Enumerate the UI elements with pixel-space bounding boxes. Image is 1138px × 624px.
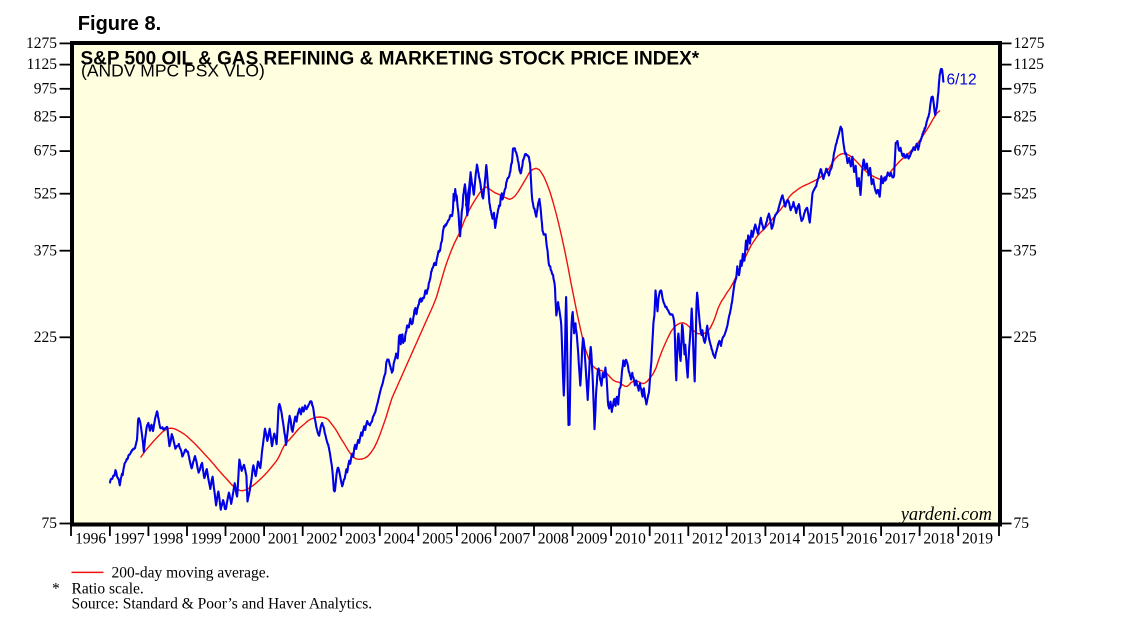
svg-text:2002: 2002 <box>306 531 337 548</box>
svg-text:975: 975 <box>1014 80 1038 97</box>
svg-text:2007: 2007 <box>499 531 530 548</box>
svg-text:2017: 2017 <box>885 531 916 548</box>
svg-text:525: 525 <box>34 185 58 202</box>
svg-text:2016: 2016 <box>846 531 877 548</box>
svg-text:*: * <box>52 581 60 598</box>
svg-text:75: 75 <box>1014 515 1030 532</box>
svg-text:yardeni.com: yardeni.com <box>899 505 992 525</box>
svg-text:Ratio scale.: Ratio scale. <box>72 581 144 598</box>
svg-text:1275: 1275 <box>26 35 57 52</box>
svg-text:200-day moving average.: 200-day moving average. <box>112 565 270 582</box>
svg-text:2011: 2011 <box>654 531 684 548</box>
svg-text:2010: 2010 <box>615 531 646 548</box>
svg-text:2018: 2018 <box>923 531 954 548</box>
svg-text:2019: 2019 <box>962 531 993 548</box>
svg-text:Source: Standard & Poor’s and: Source: Standard & Poor’s and Haver Anal… <box>72 595 373 612</box>
svg-text:75: 75 <box>42 515 58 532</box>
svg-text:2005: 2005 <box>422 531 453 548</box>
svg-text:S&P 500 OIL & GAS REFINING & M: S&P 500 OIL & GAS REFINING & MARKETING S… <box>81 49 700 70</box>
svg-text:1997: 1997 <box>114 531 145 548</box>
svg-text:(ANDV MPC PSX VLO): (ANDV MPC PSX VLO) <box>81 61 265 81</box>
svg-text:225: 225 <box>1014 329 1038 346</box>
svg-text:2000: 2000 <box>229 531 260 548</box>
svg-text:2013: 2013 <box>731 531 762 548</box>
svg-text:375: 375 <box>34 242 58 259</box>
svg-text:1125: 1125 <box>27 56 58 73</box>
svg-text:2003: 2003 <box>345 531 376 548</box>
svg-text:675: 675 <box>1014 143 1038 160</box>
svg-text:375: 375 <box>1014 242 1038 259</box>
svg-text:525: 525 <box>1014 185 1038 202</box>
svg-text:6/12: 6/12 <box>947 72 977 89</box>
svg-text:2001: 2001 <box>268 531 299 548</box>
svg-text:1996: 1996 <box>75 531 106 548</box>
svg-text:Figure 8.: Figure 8. <box>78 13 161 35</box>
svg-text:1275: 1275 <box>1014 35 1045 52</box>
svg-text:2014: 2014 <box>769 531 800 548</box>
svg-text:2015: 2015 <box>808 531 839 548</box>
svg-text:1998: 1998 <box>152 531 183 548</box>
svg-text:2004: 2004 <box>384 531 415 548</box>
svg-text:975: 975 <box>34 80 58 97</box>
svg-text:2008: 2008 <box>538 531 569 548</box>
svg-text:2009: 2009 <box>576 531 607 548</box>
svg-text:1999: 1999 <box>191 531 222 548</box>
svg-text:2012: 2012 <box>692 531 723 548</box>
svg-text:675: 675 <box>34 143 58 160</box>
svg-text:1125: 1125 <box>1014 56 1045 73</box>
svg-text:825: 825 <box>1014 109 1038 126</box>
svg-text:825: 825 <box>34 109 58 126</box>
svg-text:225: 225 <box>34 329 58 346</box>
svg-text:2006: 2006 <box>461 531 492 548</box>
